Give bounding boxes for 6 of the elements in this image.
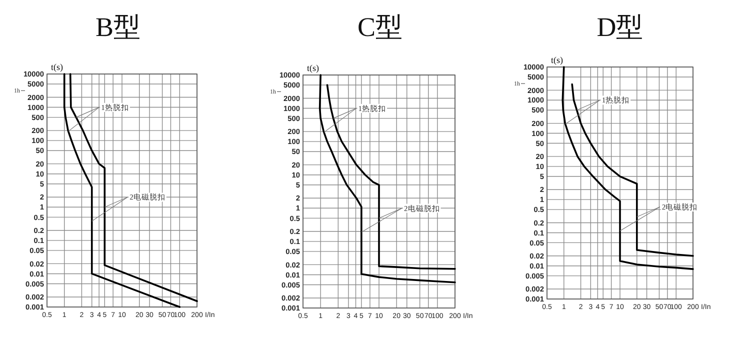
y-axis-title: t(s) [551, 55, 563, 65]
y-axis-title: t(s) [51, 62, 63, 72]
chart-title: D型 [596, 12, 644, 42]
y-axis-title: t(s) [307, 63, 319, 73]
chart-title: B型 [95, 12, 141, 42]
chart-title: C型 [357, 12, 403, 42]
